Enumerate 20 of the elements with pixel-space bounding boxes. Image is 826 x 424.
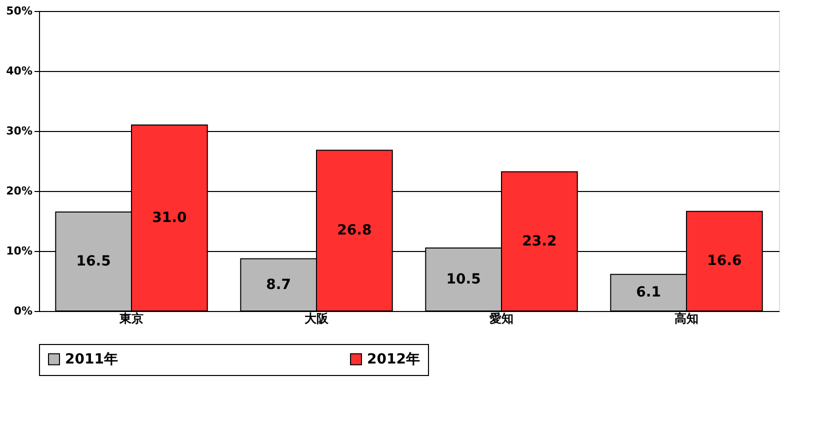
data-label: 16.6 xyxy=(707,253,742,270)
data-label: 23.2 xyxy=(522,233,557,250)
data-label: 8.7 xyxy=(266,276,291,293)
data-label: 16.5 xyxy=(76,254,111,270)
x-tick-label: 愛知 xyxy=(490,312,514,326)
legend-label: 2012年 xyxy=(367,351,420,368)
x-tick-label: 高知 xyxy=(674,312,698,326)
x-tick-label: 東京 xyxy=(118,312,144,326)
y-tick-label: 40% xyxy=(6,64,32,78)
y-tick-label: 10% xyxy=(6,244,32,258)
data-label: 31.0 xyxy=(152,210,187,226)
y-tick-label: 30% xyxy=(6,124,32,138)
y-tick-label: 0% xyxy=(14,304,32,318)
data-label: 6.1 xyxy=(636,284,661,301)
data-label: 26.8 xyxy=(337,222,372,239)
y-tick-label: 50% xyxy=(6,4,32,18)
data-label: 10.5 xyxy=(446,272,481,288)
y-tick-label: 20% xyxy=(6,184,32,198)
legend-label: 2011年 xyxy=(65,351,118,368)
x-tick-label: 大阪 xyxy=(304,312,330,326)
